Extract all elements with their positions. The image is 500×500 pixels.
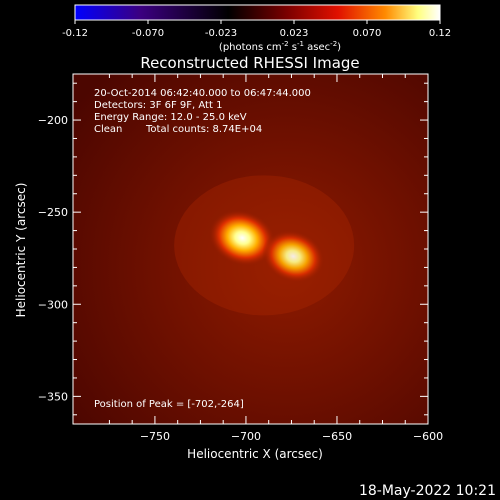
annotation-counts: Total counts: 8.74E+04 <box>145 124 262 135</box>
colorbar-tick-label: 0.070 <box>353 28 382 39</box>
source-1 <box>209 209 276 267</box>
x-axis: −750 −700 −650 −600 <box>108 74 443 443</box>
x-tick-label: −750 <box>140 430 170 443</box>
y-axis-label: Heliocentric Y (arcsec) <box>14 183 28 318</box>
colorbar: -0.12 -0.070 -0.023 0.023 0.070 0.12 (photons… <box>62 4 451 53</box>
chart-title: Reconstructed RHESSI Image <box>140 54 359 72</box>
x-axis-label: Heliocentric X (arcsec) <box>187 447 323 461</box>
annotation-time-range: 20-Oct-2014 06:42:40.000 to 06:47:44.000 <box>94 88 311 99</box>
annotation-block: 20-Oct-2014 06:42:40.000 to 06:47:44.000… <box>94 88 311 410</box>
plot-area <box>73 74 428 424</box>
colorbar-tick-label: 0.023 <box>280 28 309 39</box>
y-tick-label: −350 <box>38 390 68 403</box>
source-layer <box>174 175 355 316</box>
annotation-detectors: Detectors: 3F 6F 9F, Att 1 <box>94 100 222 111</box>
source-2 <box>262 230 325 283</box>
annotation-algorithm: Clean <box>94 124 122 135</box>
y-axis: −200 −250 −300 −350 <box>38 82 428 416</box>
x-tick-label: −700 <box>231 430 261 443</box>
y-tick-label: −200 <box>38 114 68 127</box>
annotation-energy: Energy Range: 12.0 - 25.0 keV <box>94 112 247 123</box>
colorbar-gradient <box>74 4 441 21</box>
colorbar-tick-label: -0.070 <box>132 28 164 39</box>
colorbar-ticks: -0.12 -0.070 -0.023 0.023 0.070 0.12 <box>62 20 451 39</box>
y-tick-label: −300 <box>38 298 68 311</box>
colorbar-tick-label: -0.12 <box>62 28 88 39</box>
footer-timestamp: 18-May-2022 10:21 <box>359 483 496 499</box>
colorbar-tick-label: -0.023 <box>205 28 237 39</box>
x-tick-label: −600 <box>413 430 443 443</box>
colorbar-tick-label: 0.12 <box>429 28 451 39</box>
y-tick-label: −250 <box>38 206 68 219</box>
colorbar-units: (photons cm-2 s-1 asec-2) <box>219 40 341 53</box>
x-tick-label: −650 <box>322 430 352 443</box>
annotation-peak: Position of Peak = [-702,-264] <box>94 399 244 410</box>
